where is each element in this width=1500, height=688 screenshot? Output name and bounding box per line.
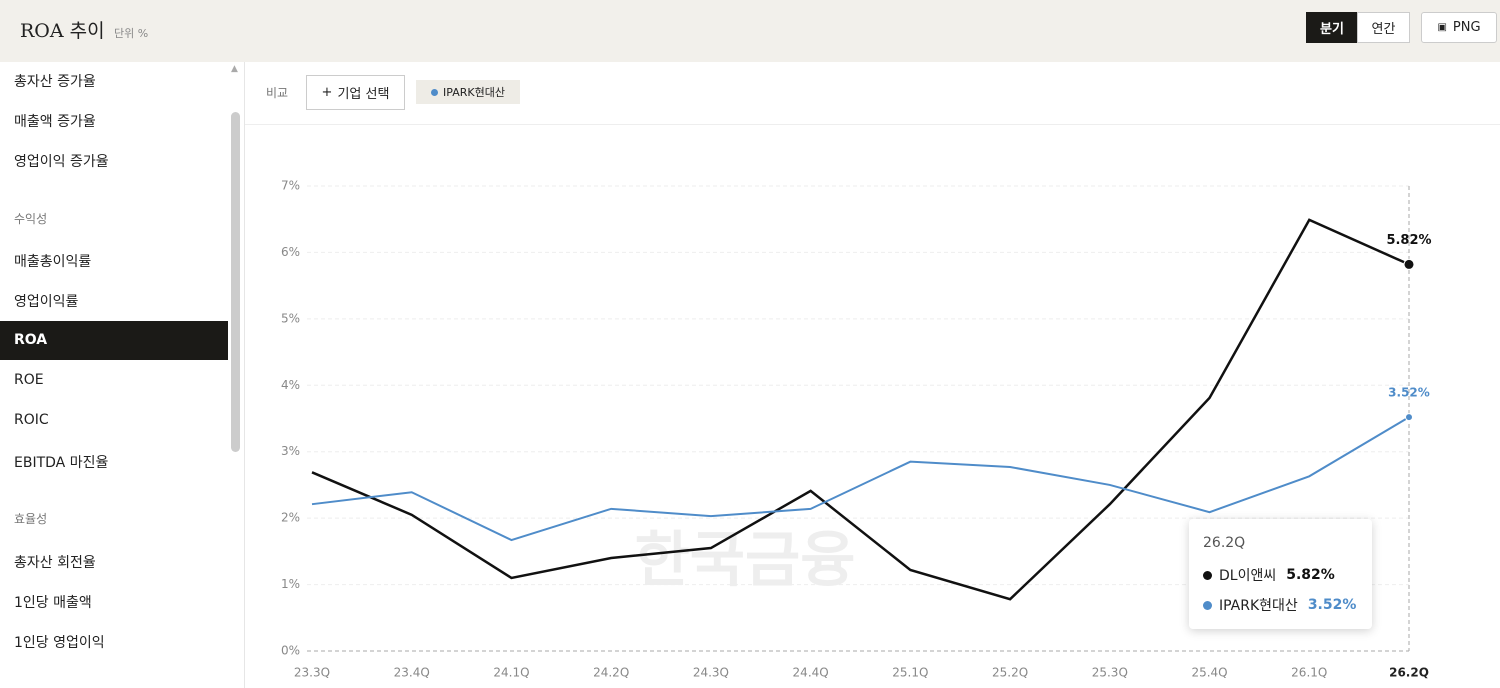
compare-label: 비교 <box>266 86 289 100</box>
annual-button[interactable]: 연간 <box>1357 12 1410 43</box>
add-company-button[interactable]: + 기업 선택 <box>306 75 405 110</box>
legend-dot <box>1203 600 1212 610</box>
y-tick-label: 4% <box>281 378 300 392</box>
x-tick-label: 23.3Q <box>294 666 330 680</box>
compare-bar: 비교 + 기업 선택 IPARK현대산 <box>245 62 1500 125</box>
series-line <box>311 416 1410 542</box>
page-title: ROA 추이 <box>20 20 105 42</box>
x-tick-label: 25.1Q <box>892 666 928 680</box>
legend-dot <box>1203 570 1212 580</box>
png-button[interactable]: ▣ PNG <box>1421 12 1497 43</box>
value-label: 3.52% <box>1388 386 1430 400</box>
end-point <box>1403 258 1415 270</box>
header: ROA 추이 단위 % 분기 연간 ▣ PNG <box>0 0 1500 62</box>
company-chip[interactable]: IPARK현대산 <box>416 80 520 104</box>
tooltip-row: IPARK현대산 3.52% <box>1203 595 1356 615</box>
x-tick-label: 25.3Q <box>1092 666 1128 680</box>
menu-item[interactable]: 총자산 증가율 <box>14 74 96 90</box>
scroll-up[interactable]: ▲ <box>231 64 238 74</box>
y-tick-label: 0% <box>281 644 300 658</box>
x-tick-label: 24.2Q <box>593 666 629 680</box>
add-company-label: 기업 선택 <box>337 87 390 102</box>
active-highlight <box>0 321 228 360</box>
chip-dot <box>431 88 439 96</box>
menu-item[interactable]: ROIC <box>14 412 49 428</box>
menu-item[interactable]: 총자산 회전율 <box>14 555 96 571</box>
end-point <box>1405 413 1413 422</box>
legend-label: IPARK현대산 <box>1219 598 1298 614</box>
menu-item[interactable]: ROE <box>14 372 44 388</box>
plus-icon: + <box>321 85 333 100</box>
scrollbar[interactable] <box>231 112 240 452</box>
x-tick-label: 26.2Q <box>1389 666 1429 680</box>
menu-heading: 수익성 <box>14 212 48 226</box>
tooltip-row: DL이앤씨 5.82% <box>1203 565 1335 585</box>
menu-item[interactable]: 영업이익률 <box>14 294 79 310</box>
menu-item[interactable]: 1인당 매출액 <box>14 595 92 611</box>
y-tick-label: 6% <box>281 245 300 259</box>
x-tick-label: 24.1Q <box>493 666 529 680</box>
x-tick-label: 26.1Q <box>1291 666 1327 680</box>
chip-label: IPARK현대산 <box>443 86 505 99</box>
chart: 한국금융 0% 1% 2% 3% 4% 5% 6% 7% 23.3Q 23.4Q 24.1Q 24.2… <box>281 179 1432 680</box>
x-tick-label: 23.4Q <box>394 666 430 680</box>
x-tick-label: 24.4Q <box>793 666 829 680</box>
png-label: PNG <box>1452 20 1481 35</box>
x-tick-label: 25.4Q <box>1191 666 1227 680</box>
menu-item[interactable]: EBITDA 마진율 <box>14 455 109 471</box>
y-tick-label: 5% <box>281 311 300 325</box>
menu-item[interactable]: 매출총이익률 <box>14 254 92 270</box>
y-tick-label: 2% <box>281 511 300 525</box>
x-tick-label: 25.2Q <box>992 666 1028 680</box>
menu-heading: 효율성 <box>14 512 48 526</box>
quarter-button[interactable]: 분기 <box>1306 12 1358 43</box>
x-tick-label: 24.3Q <box>693 666 729 680</box>
watermark: 한국금융 <box>635 526 856 596</box>
series-line <box>311 218 1410 601</box>
menu-item-active[interactable]: ROA <box>14 332 48 348</box>
menu-item[interactable]: 1인당 영업이익 <box>14 635 105 651</box>
y-tick-label: 7% <box>281 179 300 193</box>
tooltip: 26.2Q DL이앤씨 5.82% IPARK현대산 3.52% <box>1189 519 1372 629</box>
tooltip-value: 5.82% <box>1286 567 1335 583</box>
menu-item[interactable]: 영업이익 증가율 <box>14 154 109 170</box>
y-tick-label: 3% <box>281 444 300 458</box>
value-label: 5.82% <box>1386 233 1431 248</box>
y-tick-label: 1% <box>281 577 300 591</box>
menu-item[interactable]: 매출액 증가율 <box>14 114 96 130</box>
image-icon: ▣ <box>1437 22 1447 33</box>
sidebar: ▲ 총자산 증가율 매출액 증가율 영업이익 증가율 수익성 매출총이익률 영업… <box>0 62 245 688</box>
tooltip-value: 3.52% <box>1307 597 1357 613</box>
unit-label: 단위 % <box>114 27 149 40</box>
tooltip-category: 26.2Q <box>1203 535 1246 551</box>
legend-label: DL이앤씨 <box>1219 568 1277 584</box>
